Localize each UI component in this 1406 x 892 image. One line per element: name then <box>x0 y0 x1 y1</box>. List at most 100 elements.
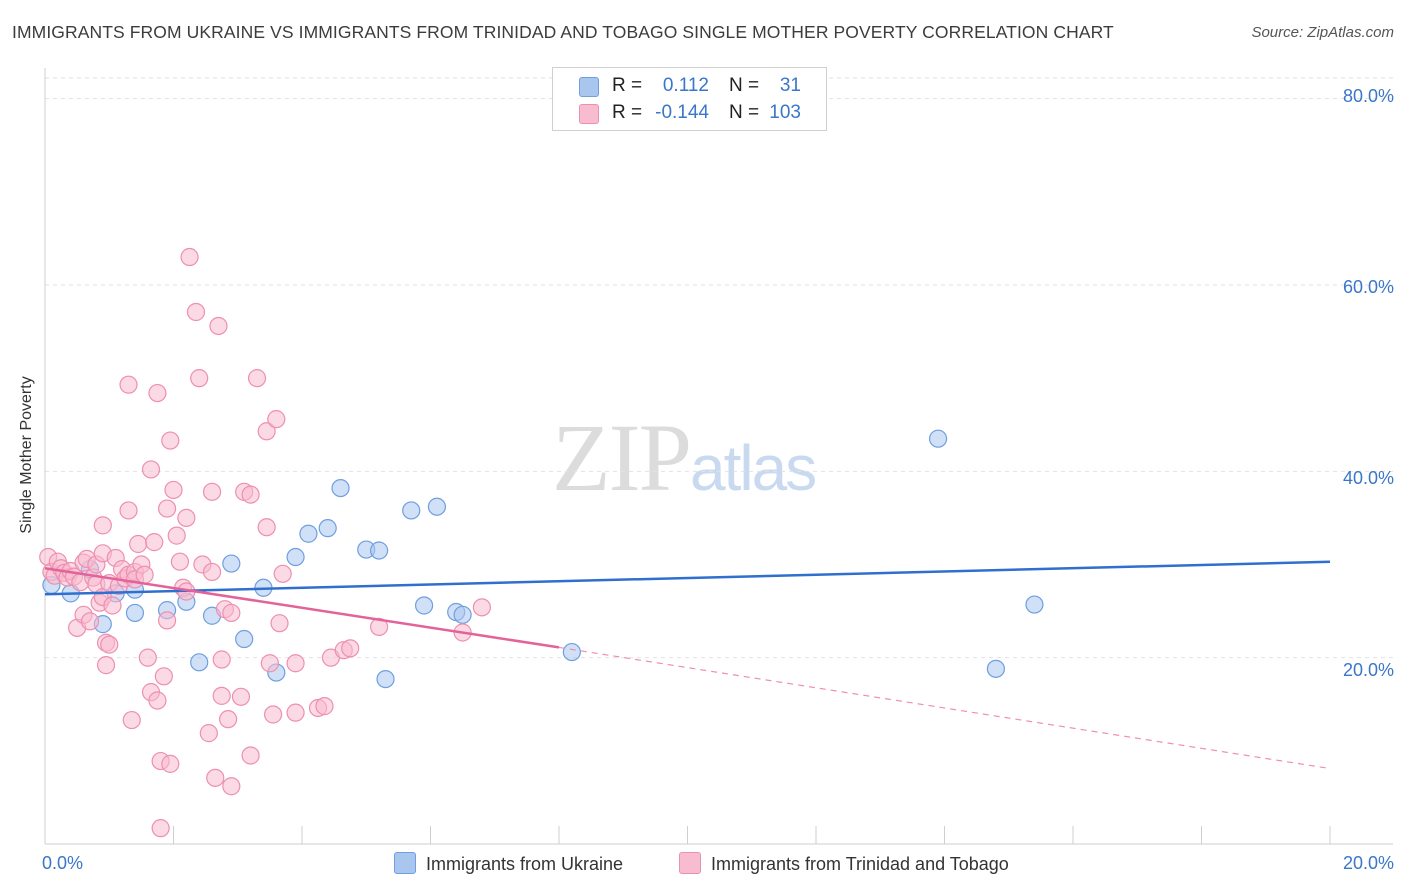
trinidad-point <box>157 499 177 518</box>
trinidad-point <box>222 603 241 623</box>
trinidad-point <box>190 369 209 388</box>
legend-n-label: N = <box>729 102 760 123</box>
trinidad-point <box>103 596 122 615</box>
trinidad-point <box>219 710 238 729</box>
trinidad-point <box>199 724 218 743</box>
legend-n-value: 31 <box>779 75 801 96</box>
trinidad-point <box>157 611 177 630</box>
trinidad-point <box>206 768 225 787</box>
trinidad-point <box>241 485 260 504</box>
trinidad-point <box>267 410 286 429</box>
legend-row-ukraine: R = 0.112 N = 31 <box>553 74 826 100</box>
trinidad-point <box>231 687 251 706</box>
trinidad-point <box>209 316 228 336</box>
watermark-zip: ZIP <box>552 404 692 511</box>
trinidad-point <box>100 635 119 654</box>
trinidad-point <box>270 614 289 633</box>
ukraine-point <box>1025 595 1044 614</box>
trinidad-trend-line <box>44 566 560 649</box>
legend-swatch-ukraine <box>394 852 416 874</box>
ukraine-point <box>986 659 1006 678</box>
ukraine-point <box>376 669 395 689</box>
trinidad-point <box>241 746 260 765</box>
ukraine-point <box>427 497 447 516</box>
legend-swatch-trinidad <box>679 852 701 874</box>
legend-item-trinidad: Immigrants from Trinidad and Tobago <box>679 852 1009 875</box>
trinidad-point <box>186 302 206 322</box>
ukraine-point <box>370 541 389 560</box>
trinidad-point <box>161 754 180 773</box>
trinidad-point <box>96 656 116 675</box>
trinidad-point <box>286 703 305 722</box>
trinidad-point <box>151 819 170 838</box>
trinidad-point <box>148 383 167 403</box>
trinidad-point <box>164 480 183 500</box>
legend-r-label: R = <box>612 75 643 96</box>
ukraine-point <box>125 603 145 623</box>
ukraine-point <box>928 429 948 448</box>
x-tick-label-max: 20.0% <box>1342 853 1394 873</box>
trinidad-point <box>472 598 491 617</box>
ukraine-point <box>331 478 350 498</box>
trinidad-point <box>212 686 231 705</box>
y-tick-label: 20.0% <box>1342 660 1394 680</box>
source-label: Source: ZipAtlas.com <box>1251 24 1394 41</box>
trinidad-point <box>93 516 112 535</box>
trinidad-point <box>273 564 292 583</box>
ukraine-point <box>190 653 209 672</box>
trinidad-trend-line-extension <box>558 646 1331 770</box>
ukraine-point <box>562 642 581 662</box>
trinidad-point <box>257 422 276 441</box>
legend-swatch-trinidad <box>579 104 599 124</box>
trinidad-point <box>222 777 241 796</box>
trinidad-point <box>370 617 389 637</box>
legend-label-trinidad: Immigrants from Trinidad and Tobago <box>711 854 1009 874</box>
ukraine-point <box>402 501 421 520</box>
legend-label-ukraine: Immigrants from Ukraine <box>426 854 624 874</box>
ukraine-point <box>286 547 305 567</box>
trinidad-point <box>161 431 180 450</box>
trinidad-point <box>180 247 199 267</box>
trinidad-point <box>341 639 360 658</box>
trinidad-point <box>247 369 267 388</box>
trinidad-point <box>138 648 157 667</box>
watermark-atlas: atlas <box>690 432 817 504</box>
trinidad-point <box>202 482 222 501</box>
legend-swatch-ukraine <box>579 77 599 97</box>
trinidad-point <box>145 533 164 552</box>
trinidad-point <box>119 375 138 394</box>
trinidad-point <box>286 654 305 673</box>
trinidad-point <box>202 562 222 582</box>
trinidad-point <box>80 612 100 631</box>
trinidad-point <box>119 501 138 520</box>
ukraine-point <box>222 554 241 573</box>
legend-r-value: 0.112 <box>662 75 709 96</box>
legend-row-trinidad: R = -0.144 N = 103 <box>553 101 826 127</box>
y-tick-label: 40.0% <box>1342 468 1394 488</box>
trinidad-point <box>315 697 334 716</box>
trinidad-point <box>148 691 167 710</box>
legend-n-value: 103 <box>769 102 801 123</box>
legend-n-label: N = <box>729 75 760 96</box>
trinidad-point <box>135 565 154 584</box>
trinidad-point <box>129 534 148 554</box>
y-tick-label: 60.0% <box>1342 277 1394 297</box>
trinidad-point <box>154 667 173 686</box>
trinidad-point <box>257 518 276 537</box>
x-tick-label-min: 0.0% <box>42 853 84 873</box>
ukraine-point <box>235 629 254 649</box>
chart-title: IMMIGRANTS FROM UKRAINE VS IMMIGRANTS FR… <box>12 22 1114 42</box>
trinidad-point <box>263 705 283 724</box>
ukraine-point <box>299 524 318 543</box>
legend-item-ukraine: Immigrants from Ukraine <box>394 852 623 875</box>
trinidad-point <box>122 710 141 730</box>
ukraine-point <box>414 596 434 615</box>
trinidad-point <box>167 526 186 545</box>
ukraine-point <box>318 519 337 538</box>
ukraine-trend-line <box>44 560 1331 596</box>
y-tick-label: 80.0% <box>1342 86 1394 106</box>
trinidad-point <box>141 460 161 479</box>
legend-r-label: R = <box>612 102 643 123</box>
watermark: ZIPatlas <box>552 402 817 513</box>
